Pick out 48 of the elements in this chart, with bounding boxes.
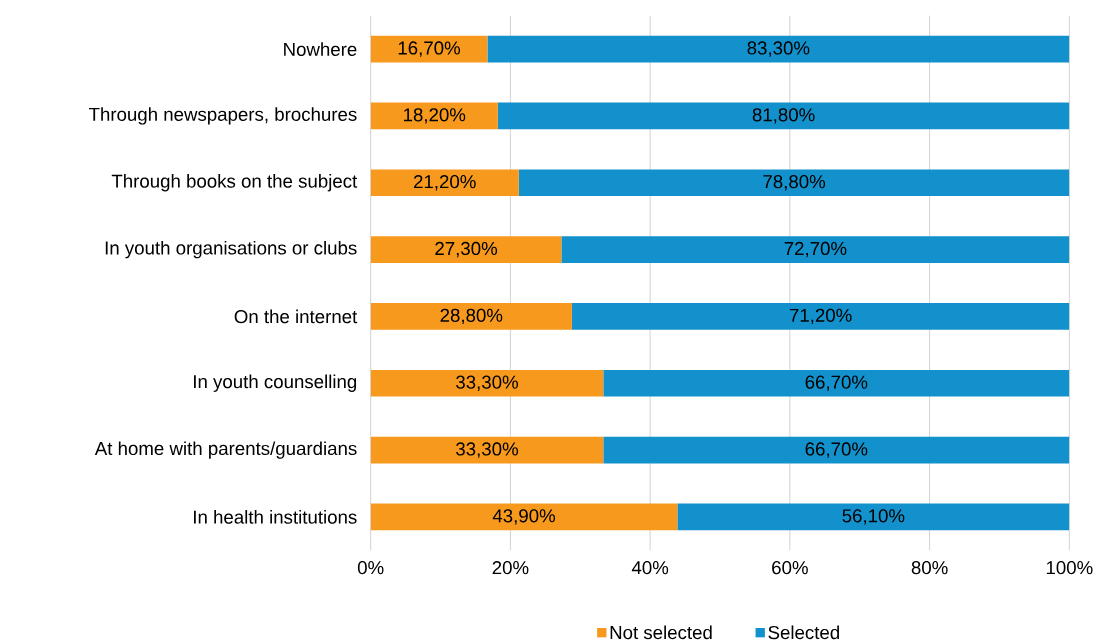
bar xyxy=(677,503,1070,531)
x-tick-label: 80% xyxy=(911,561,948,575)
data-label: 66,70% xyxy=(805,442,868,458)
legend-label: Selected xyxy=(768,625,839,640)
data-label: 83,30% xyxy=(747,41,810,57)
bar xyxy=(370,35,488,63)
legend-label: Not selected xyxy=(610,625,712,640)
data-label: 18,20% xyxy=(404,108,466,124)
y-tick-label: In youth organisations or clubs xyxy=(105,240,357,259)
bar xyxy=(370,436,604,464)
y-tick-label: At home with parents/guardians xyxy=(94,441,357,459)
bar xyxy=(370,503,678,531)
data-label: 16,70% xyxy=(398,41,460,57)
bar xyxy=(603,436,1070,464)
y-tick-label: On the internet xyxy=(234,309,358,324)
y-tick-label: Nowhere xyxy=(284,42,357,56)
x-tick-label: 0% xyxy=(357,561,384,575)
data-label: 43,90% xyxy=(492,509,556,525)
bar xyxy=(370,236,562,263)
bar xyxy=(370,303,572,330)
data-label: 66,70% xyxy=(805,375,868,391)
bar xyxy=(487,35,1070,63)
x-tick-label: 100% xyxy=(1046,561,1093,575)
bar xyxy=(603,369,1070,397)
y-tick-label: In youth counselling xyxy=(194,374,357,392)
bar xyxy=(497,102,1070,130)
data-label: 33,30% xyxy=(456,375,518,391)
bar xyxy=(518,169,1070,197)
data-label: 28,80% xyxy=(440,308,503,325)
bar xyxy=(370,169,519,197)
data-label: 27,30% xyxy=(435,241,498,258)
bar xyxy=(370,102,498,130)
data-label: 71,20% xyxy=(789,308,852,325)
bar xyxy=(370,369,604,397)
data-label: 72,70% xyxy=(784,241,847,258)
x-tick-label: 20% xyxy=(492,561,529,575)
bar xyxy=(571,303,1070,330)
y-tick-label: Through newspapers, brochures xyxy=(88,107,357,125)
data-label: 33,30% xyxy=(456,442,518,458)
data-label: 56,10% xyxy=(842,509,905,525)
y-tick-label: Through books on the subject xyxy=(111,174,358,192)
data-label: 78,80% xyxy=(763,175,826,191)
data-label: 21,20% xyxy=(414,175,476,191)
x-tick-label: 60% xyxy=(772,561,808,575)
data-label: 81,80% xyxy=(752,108,815,124)
y-tick-label: In health institutions xyxy=(194,510,357,524)
bar xyxy=(561,236,1070,263)
x-tick-label: 40% xyxy=(631,561,669,575)
